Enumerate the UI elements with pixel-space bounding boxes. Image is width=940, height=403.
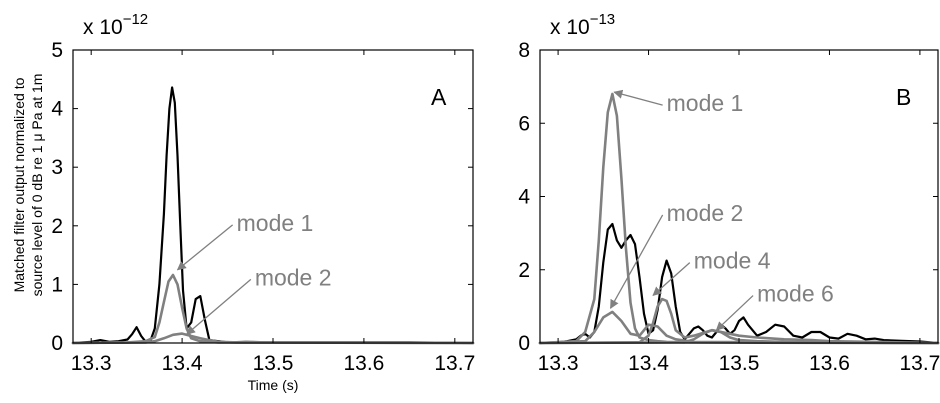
y-multiplier-exponent: −13 (590, 11, 615, 28)
y-multiplier-exponent: −12 (123, 11, 148, 28)
annotation-arrow (652, 262, 691, 296)
annotation-arrow (176, 224, 234, 271)
x-tick-label: 13.6 (809, 352, 850, 375)
annotation-arrow (613, 89, 663, 106)
y-multiplier-b: x 10−13 (550, 11, 615, 39)
y-tick-label: 0 (51, 332, 63, 355)
annotation-arrow (185, 278, 252, 335)
y-axis-label-line-2: source level of 0 dB re 1 μ Pa at 1m (29, 74, 45, 297)
y-axis-label-line-1: Matched filter output normalized to (11, 77, 27, 292)
x-tick-label: 13.5 (719, 352, 760, 375)
x-tick-label: 13.4 (628, 352, 669, 375)
y-tick-label: 6 (518, 112, 530, 135)
plot-frame-a (72, 49, 474, 344)
y-tick-label: 2 (51, 215, 63, 238)
panel-label-b: B (896, 84, 911, 110)
y-multiplier-a: x 10−12 (83, 11, 148, 39)
annotation-label: mode 4 (694, 248, 771, 274)
annotation-label: mode 2 (255, 264, 332, 290)
annotation-label: mode 6 (757, 281, 834, 307)
panel-label-a: A (431, 84, 447, 110)
x-tick-label: 13.3 (538, 352, 579, 375)
annotation-arrow (715, 295, 754, 331)
annotation-label: mode 1 (667, 90, 744, 116)
annotation-label: mode 2 (667, 200, 744, 226)
series-line-b-3 (538, 310, 940, 345)
series-line-b-5 (538, 328, 940, 345)
x-tick-label: 13.3 (71, 352, 112, 375)
y-axis-label: Matched filter output normalized to sour… (11, 74, 45, 297)
x-tick-label: 13.7 (434, 352, 475, 375)
y-tick-label: 2 (518, 259, 530, 282)
series-line-b-4 (538, 297, 940, 345)
y-tick-label: 4 (518, 186, 530, 209)
annotation-label: mode 1 (237, 210, 314, 236)
annotation-arrow (609, 214, 664, 310)
x-tick-label: 13.5 (253, 352, 294, 375)
x-tick-label: 13.7 (899, 352, 940, 375)
y-tick-label: 8 (518, 39, 530, 62)
x-tick-label: 13.6 (343, 352, 384, 375)
panel-a: 13.3 13.4 13.5 13.6 13.7 0 1 2 3 4 5 x 10−12 A Time (… (51, 11, 475, 393)
series-line-b-1 (538, 222, 940, 345)
y-tick-label: 3 (51, 156, 63, 179)
y-tick-label: 0 (518, 332, 530, 355)
x-tick-label: 13.4 (162, 352, 203, 375)
y-tick-label: 5 (51, 39, 63, 62)
x-axis-label: Time (s) (248, 377, 299, 393)
series-line-a-2 (71, 273, 475, 345)
y-tick-label: 1 (51, 273, 63, 296)
y-tick-label: 4 (51, 98, 63, 121)
